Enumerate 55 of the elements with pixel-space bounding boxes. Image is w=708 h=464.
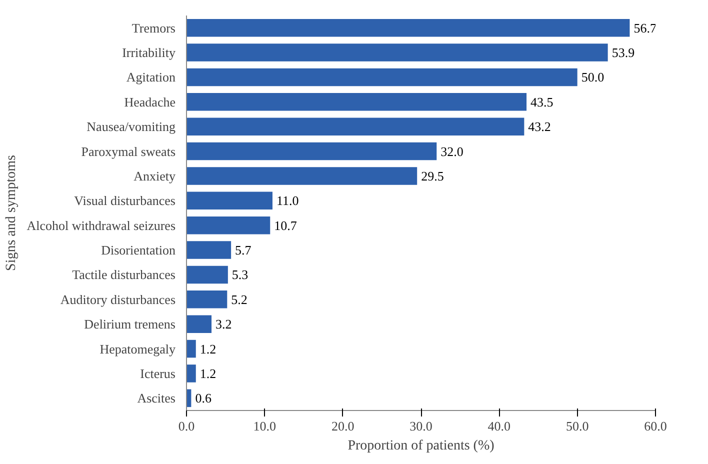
x-tick-label: 30.0: [410, 418, 432, 434]
bar: [186, 68, 578, 86]
bar: [186, 18, 630, 37]
data-label: 43.5: [530, 94, 554, 110]
data-label: 53.9: [612, 45, 635, 60]
y-tick-label: Visual disturbances: [74, 193, 176, 208]
bar: [186, 192, 272, 210]
data-label: 3.2: [216, 316, 232, 332]
y-tick-label: Tremors: [132, 20, 176, 36]
bar: [186, 142, 437, 160]
bar: [186, 266, 228, 284]
x-tick-label: 20.0: [331, 418, 354, 434]
bar: [186, 167, 418, 185]
data-label: 43.2: [528, 119, 551, 134]
y-tick-label: Auditory disturbances: [60, 292, 176, 307]
data-label: 10.7: [274, 218, 298, 233]
y-tick-label: Irritability: [122, 45, 176, 60]
data-label: 5.7: [235, 242, 252, 258]
y-tick-label: Icterus: [140, 366, 176, 381]
data-label: 1.2: [200, 366, 216, 381]
y-axis-title: Signs and symptoms: [4, 155, 19, 271]
x-tick-label: 10.0: [253, 418, 276, 434]
data-label: 11.0: [276, 193, 299, 208]
y-tick-label: Nausea/vomiting: [86, 119, 176, 134]
bar: [186, 340, 196, 358]
y-tick-label: Headache: [124, 94, 176, 110]
bar: [186, 118, 524, 136]
data-label: 0.6: [195, 390, 212, 406]
bar: [186, 241, 232, 259]
x-tick-label: 0.0: [178, 418, 195, 434]
data-label: 50.0: [581, 70, 604, 85]
data-label: 5.2: [231, 292, 248, 307]
bar: [186, 93, 527, 111]
x-tick-label: 40.0: [488, 418, 511, 434]
y-tick-label: Paroxymal sweats: [81, 144, 176, 159]
y-tick-label: Agitation: [126, 70, 176, 85]
y-tick-label: Hepatomegaly: [100, 341, 176, 356]
y-tick-label: Delirium tremens: [84, 316, 176, 332]
data-label: 32.0: [440, 144, 464, 159]
y-tick-label: Disorientation: [101, 242, 176, 258]
y-tick-label: Ascites: [137, 390, 176, 406]
data-label: 29.5: [421, 168, 444, 184]
bar: [186, 364, 196, 382]
bar: [186, 315, 212, 333]
bar: [186, 290, 228, 308]
y-tick-label: Alcohol withdrawal seizures: [26, 218, 176, 233]
x-tick-label: 50.0: [566, 418, 589, 434]
x-axis-title: Proportion of patients (%): [348, 438, 495, 454]
data-label: 1.2: [200, 341, 216, 356]
bar: [186, 44, 608, 62]
y-tick-label: Tactile disturbances: [72, 267, 176, 282]
y-tick-label: Anxiety: [134, 168, 176, 184]
bar: [186, 216, 270, 234]
x-tick-label: 60.0: [644, 418, 667, 434]
data-label: 5.3: [232, 267, 248, 282]
